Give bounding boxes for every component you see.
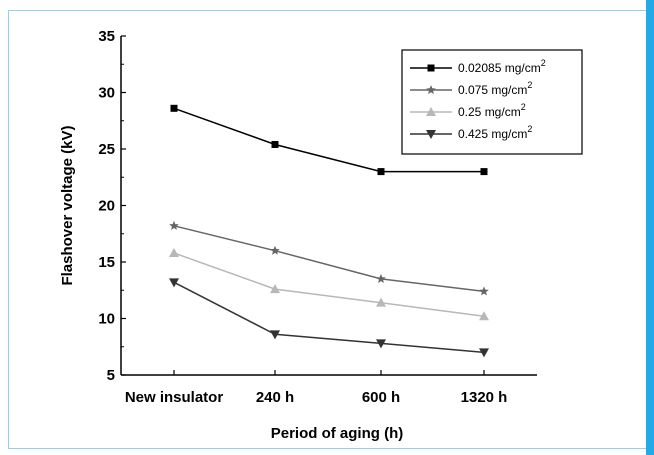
series-line — [173, 107, 484, 173]
y-tick-label: 35 — [98, 28, 115, 45]
series-line — [173, 252, 485, 317]
y-axis-ticks: 5 10 15 20 25 30 35 — [98, 28, 126, 384]
y-tick-label: 15 — [98, 254, 115, 271]
series-layer — [169, 104, 489, 358]
legend-marker — [426, 85, 436, 94]
frame-bottom-border — [8, 448, 646, 449]
y-tick-label: 10 — [98, 311, 115, 328]
legend-item: 0.075 mg/cm2 — [410, 80, 532, 97]
data-point — [170, 104, 178, 112]
series-line — [173, 225, 485, 293]
data-point — [270, 330, 280, 340]
legend: 0.02085 mg/cm2 0.075 mg/cm2 0.25 mg/cm2 0.4… — [401, 49, 583, 155]
legend-superscript: 2 — [527, 80, 532, 90]
data-point — [480, 168, 488, 176]
y-tick-label: 30 — [98, 85, 115, 102]
legend-superscript: 2 — [527, 124, 532, 134]
legend-superscript: 2 — [541, 58, 546, 68]
data-point — [271, 140, 279, 148]
data-point — [376, 339, 386, 349]
series-3 — [169, 247, 489, 321]
y-tick-label: 5 — [107, 367, 115, 384]
data-point — [270, 245, 280, 255]
data-point — [169, 278, 179, 288]
data-point — [376, 273, 386, 283]
data-point — [479, 348, 489, 358]
x-axis-title: Period of aging (h) — [271, 425, 404, 442]
legend-label: 0.075 mg/cm2 — [458, 80, 532, 97]
series-4 — [169, 278, 489, 358]
legend-marker — [426, 130, 436, 139]
legend-label: 0.25 mg/cm2 — [458, 102, 526, 119]
legend-marker — [427, 64, 435, 72]
legend-superscript: 2 — [521, 102, 526, 112]
data-point — [270, 284, 280, 294]
x-tick-label: 240 h — [256, 389, 294, 406]
x-axis-ticks: New insulator 240 h 600 h 1320 h — [125, 370, 508, 406]
x-tick-label: 1320 h — [461, 389, 508, 406]
x-tick-label: 600 h — [362, 389, 400, 406]
series-1 — [170, 104, 488, 176]
legend-label: 0.02085 mg/cm2 — [458, 58, 546, 75]
y-axis-title: Flashover voltage (kV) — [59, 125, 76, 285]
y-tick-label: 20 — [98, 198, 115, 215]
legend-marker — [426, 107, 436, 116]
legend-item: 0.25 mg/cm2 — [410, 102, 526, 119]
legend-label: 0.425 mg/cm2 — [458, 124, 532, 141]
frame-top-border — [8, 10, 646, 11]
data-point — [169, 247, 179, 257]
data-point — [377, 168, 385, 176]
y-tick-label: 25 — [98, 141, 115, 158]
x-tick-label: New insulator — [125, 389, 224, 406]
legend-item: 0.02085 mg/cm2 — [410, 58, 546, 75]
data-point — [479, 286, 489, 296]
data-point — [376, 297, 386, 307]
series-line — [173, 281, 485, 354]
data-point — [479, 311, 489, 321]
data-point — [169, 220, 179, 230]
legend-item: 0.425 mg/cm2 — [410, 124, 532, 141]
frame-right-bar — [646, 0, 654, 455]
series-2 — [169, 220, 489, 296]
frame-left-border — [8, 10, 9, 449]
